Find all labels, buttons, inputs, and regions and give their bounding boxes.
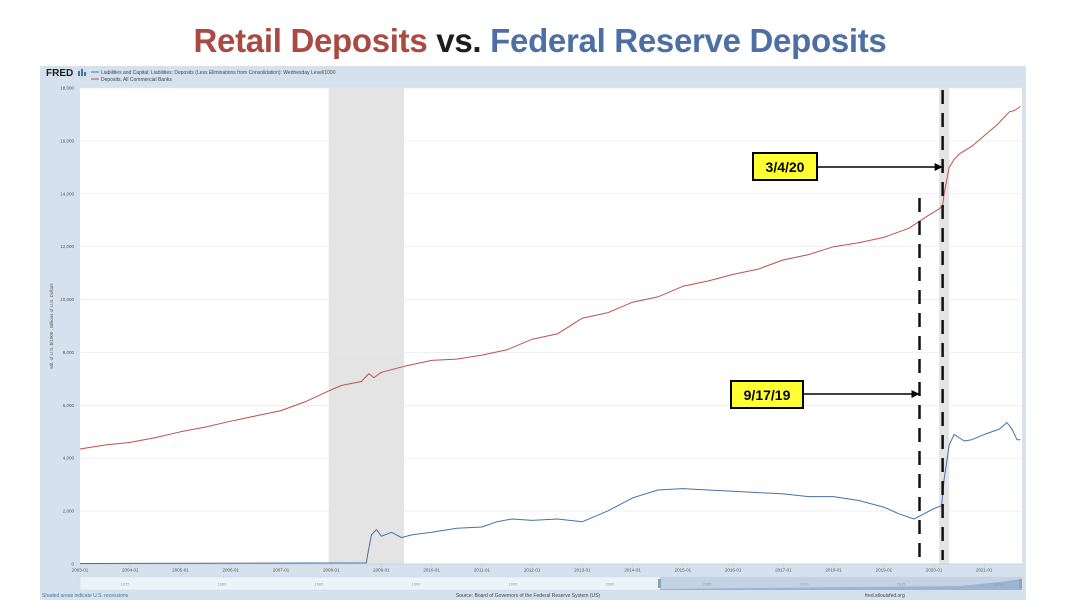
x-tick-label: 2010-01 <box>423 568 440 573</box>
y-tick-labels: 0 2,000 4,000 6,000 8,000 10,000 12,000 14,000 1… <box>60 86 74 567</box>
x-tick-label: 2019-01 <box>876 568 893 573</box>
title-vs: vs. <box>436 22 482 59</box>
recession-band-0 <box>328 88 405 564</box>
x-tick-label: 2021-01 <box>976 568 993 573</box>
callout-label-9-17-19: 9/17/19 <box>744 387 791 403</box>
navigator-label: 1980 <box>218 582 228 587</box>
series-line-fed-deposits <box>79 422 1021 564</box>
legend-item-fed: Liabilities and Capital: Liabilities: De… <box>101 70 336 76</box>
x-tick-label: 2007-01 <box>273 568 290 573</box>
navigator-series <box>660 579 1022 590</box>
y-tick-label: 6,000 <box>63 403 75 408</box>
y-tick-label: 4,000 <box>63 456 75 461</box>
y-tick-label: 12,000 <box>60 244 74 249</box>
x-tick-label: 2004-01 <box>122 568 139 573</box>
fred-logo[interactable]: FRED <box>46 68 73 79</box>
navigator-label: 1985 <box>315 582 325 587</box>
navigator-labels: 1975 1980 1985 1990 1995 2000 2005 2010 2015 2020 <box>121 582 1004 587</box>
series-layer <box>79 106 1021 564</box>
x-tick-label: 2016-01 <box>725 568 742 573</box>
footer-recession-note[interactable]: Shaded areas indicate U.S. recessions <box>42 593 129 599</box>
slide-title: Retail Deposits vs. Federal Reserve Depo… <box>0 22 1080 60</box>
y-tick-label: 16,000 <box>60 138 74 143</box>
navigator-label: 2020 <box>994 582 1004 587</box>
legend-item-retail: Deposits, All Commercial Banks <box>101 77 172 83</box>
callout-box-9-17-19 <box>730 380 804 409</box>
x-tick-label: 2018-01 <box>825 568 842 573</box>
x-tick-labels: 2003-01 2004-01 2005-01 2006-01 2007-01 2008-… <box>72 563 1022 573</box>
navigator-label: 1995 <box>509 582 519 587</box>
x-tick-label: 2006-01 <box>222 568 239 573</box>
navigator-handle-left[interactable] <box>658 579 661 588</box>
y-tick-label: 2,000 <box>63 509 75 514</box>
navigator-label: 1975 <box>121 582 131 587</box>
plot-area <box>80 88 1022 564</box>
x-tick-label: 2014-01 <box>624 568 641 573</box>
x-tick-label: 2012-01 <box>524 568 541 573</box>
navigator-label: 2015 <box>897 582 907 587</box>
y-axis-label: Mil. of U.S. $/1000 , Billions of U.S. D… <box>49 283 54 369</box>
title-retail: Retail Deposits <box>193 22 428 59</box>
y-tick-label: 14,000 <box>60 191 74 196</box>
recession-layer <box>328 88 950 564</box>
navigator-label: 2000 <box>606 582 616 587</box>
y-tick-label: 18,000 <box>60 86 74 91</box>
navigator-label: 1990 <box>412 582 422 587</box>
x-tick-label: 2013-01 <box>574 568 591 573</box>
x-tick-label: 2003-01 <box>72 568 89 573</box>
navigator-label: 2010 <box>800 582 810 587</box>
x-tick-label: 2009-01 <box>373 568 390 573</box>
x-tick-label: 2005-01 <box>172 568 189 573</box>
x-tick-label: 2008-01 <box>323 568 340 573</box>
y-tick-label: 10,000 <box>60 297 74 302</box>
fred-logo-icon <box>78 69 86 76</box>
title-fed: Federal Reserve Deposits <box>490 22 887 59</box>
callout-label-3-4-20: 3/4/20 <box>766 159 805 175</box>
y-tick-label: 0 <box>71 562 74 567</box>
annotations: 3/4/20 9/17/19 <box>730 90 944 560</box>
navigator-label: 2005 <box>703 582 713 587</box>
y-tick-label: 8,000 <box>63 350 75 355</box>
series-line-retail-deposits <box>79 106 1021 450</box>
recession-band-1 <box>939 88 950 564</box>
x-tick-label: 2020-01 <box>926 568 943 573</box>
gridlines <box>80 87 1022 565</box>
x-tick-label: 2017-01 <box>775 568 792 573</box>
footer-source: Source: Board of Governors of the Federa… <box>456 593 601 599</box>
callout-box-3-4-20 <box>752 152 818 181</box>
footer-url[interactable]: fred.stlouisfed.org <box>865 593 905 599</box>
x-tick-label: 2011-01 <box>474 568 491 573</box>
x-tick-label: 2015-01 <box>675 568 692 573</box>
